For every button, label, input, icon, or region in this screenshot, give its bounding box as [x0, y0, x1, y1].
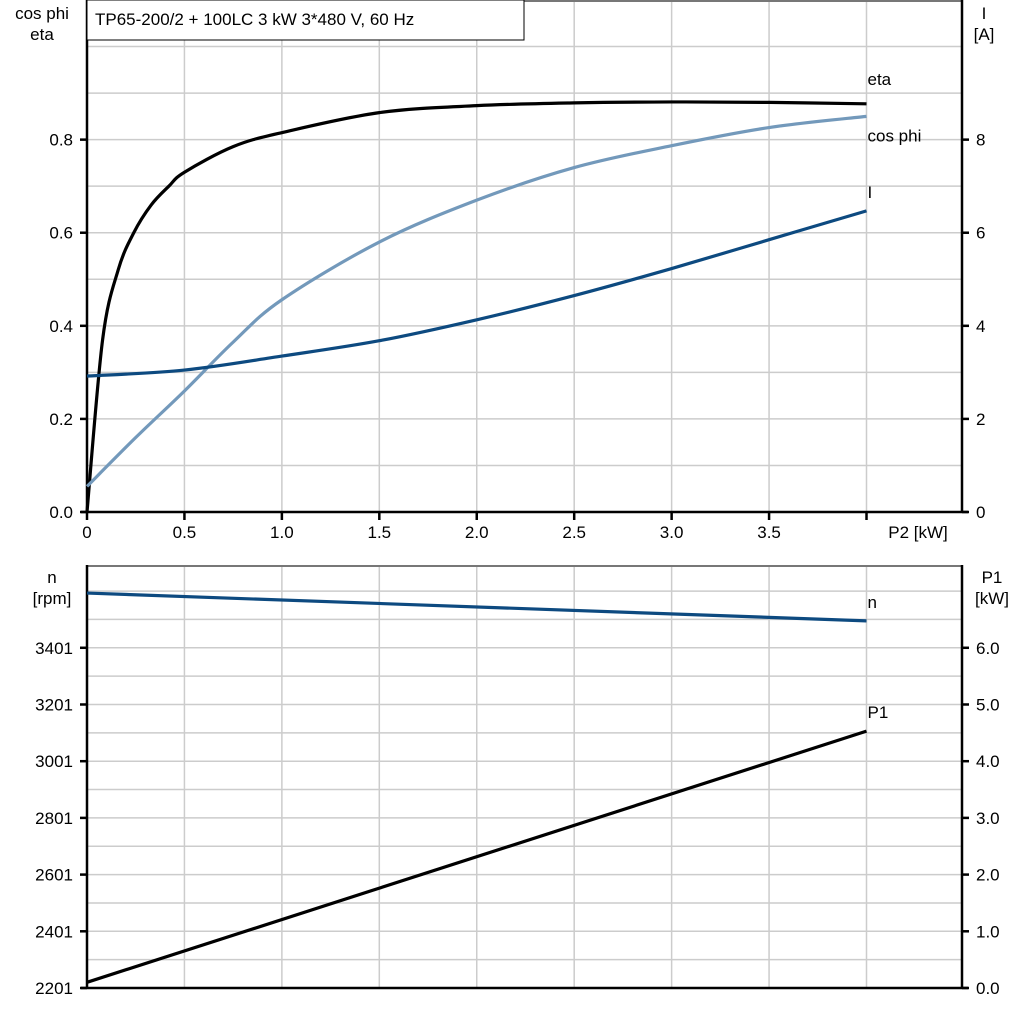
series-line-I: [86, 209, 867, 378]
y-axis-label-right: P1: [982, 568, 1003, 587]
y-tick-label-right: 2.0: [976, 866, 1000, 885]
y-tick-label-right: 6.0: [976, 639, 1000, 658]
y-tick-label-left: 2601: [35, 866, 73, 885]
y-axis-label-left: n: [47, 568, 56, 587]
y-tick-label-left: 2401: [35, 922, 73, 941]
x-tick-label: 1.5: [367, 523, 391, 542]
y-tick-label-left: 0.2: [49, 410, 73, 429]
y-tick-label-left: 3201: [35, 695, 73, 714]
y-tick-label-left: 2801: [35, 809, 73, 828]
y-axis-label-left: cos phi: [15, 4, 69, 23]
y-tick-label-left: 0.0: [49, 503, 73, 522]
y-tick-label-left: 0.4: [49, 317, 73, 336]
y-axis-label-right: [kW]: [975, 589, 1009, 608]
y-tick-label-left: 0.8: [49, 131, 73, 150]
y-tick-label-right: 0: [976, 503, 985, 522]
x-tick-label: 3.5: [757, 523, 781, 542]
series-label: cos phi: [868, 126, 922, 145]
y-tick-label-right: 8: [976, 131, 985, 150]
y-axis-label-right: I: [982, 4, 987, 23]
y-tick-label-right: 3.0: [976, 809, 1000, 828]
series-line-eta: [85, 100, 867, 513]
y-tick-label-right: 4: [976, 317, 985, 336]
x-tick-label: 3.0: [660, 523, 684, 542]
x-tick-label: 2.0: [465, 523, 489, 542]
y-tick-label-left: 3001: [35, 752, 73, 771]
y-tick-label-left: 3401: [35, 639, 73, 658]
x-tick-label: 2.5: [562, 523, 586, 542]
y-tick-label-right: 6: [976, 224, 985, 243]
y-tick-label-right: 1.0: [976, 922, 1000, 941]
y-tick-label-right: 4.0: [976, 752, 1000, 771]
series-label: n: [868, 593, 877, 612]
y-tick-label-left: 0.6: [49, 224, 73, 243]
x-axis-label: P2 [kW]: [888, 523, 948, 542]
y-axis-label-left: eta: [30, 25, 54, 44]
series-line-n: [86, 591, 867, 623]
y-axis-label-left: [rpm]: [33, 589, 72, 608]
series-label: eta: [868, 70, 892, 89]
y-axis-label-right: [A]: [974, 25, 995, 44]
y-tick-label-left: 2201: [35, 979, 73, 998]
x-tick-label: 0: [82, 523, 91, 542]
series-label: P1: [868, 703, 889, 722]
chart-title: TP65-200/2 + 100LC 3 kW 3*480 V, 60 Hz: [95, 10, 414, 29]
series-line-P1: [86, 729, 868, 984]
x-tick-label: 0.5: [173, 523, 197, 542]
series-line-cos-phi: [85, 114, 867, 488]
x-tick-label: 1.0: [270, 523, 294, 542]
y-tick-label-right: 2: [976, 410, 985, 429]
y-tick-label-right: 0.0: [976, 979, 1000, 998]
series-label: I: [868, 183, 873, 202]
y-tick-label-right: 5.0: [976, 695, 1000, 714]
title-box: [86, 0, 525, 41]
